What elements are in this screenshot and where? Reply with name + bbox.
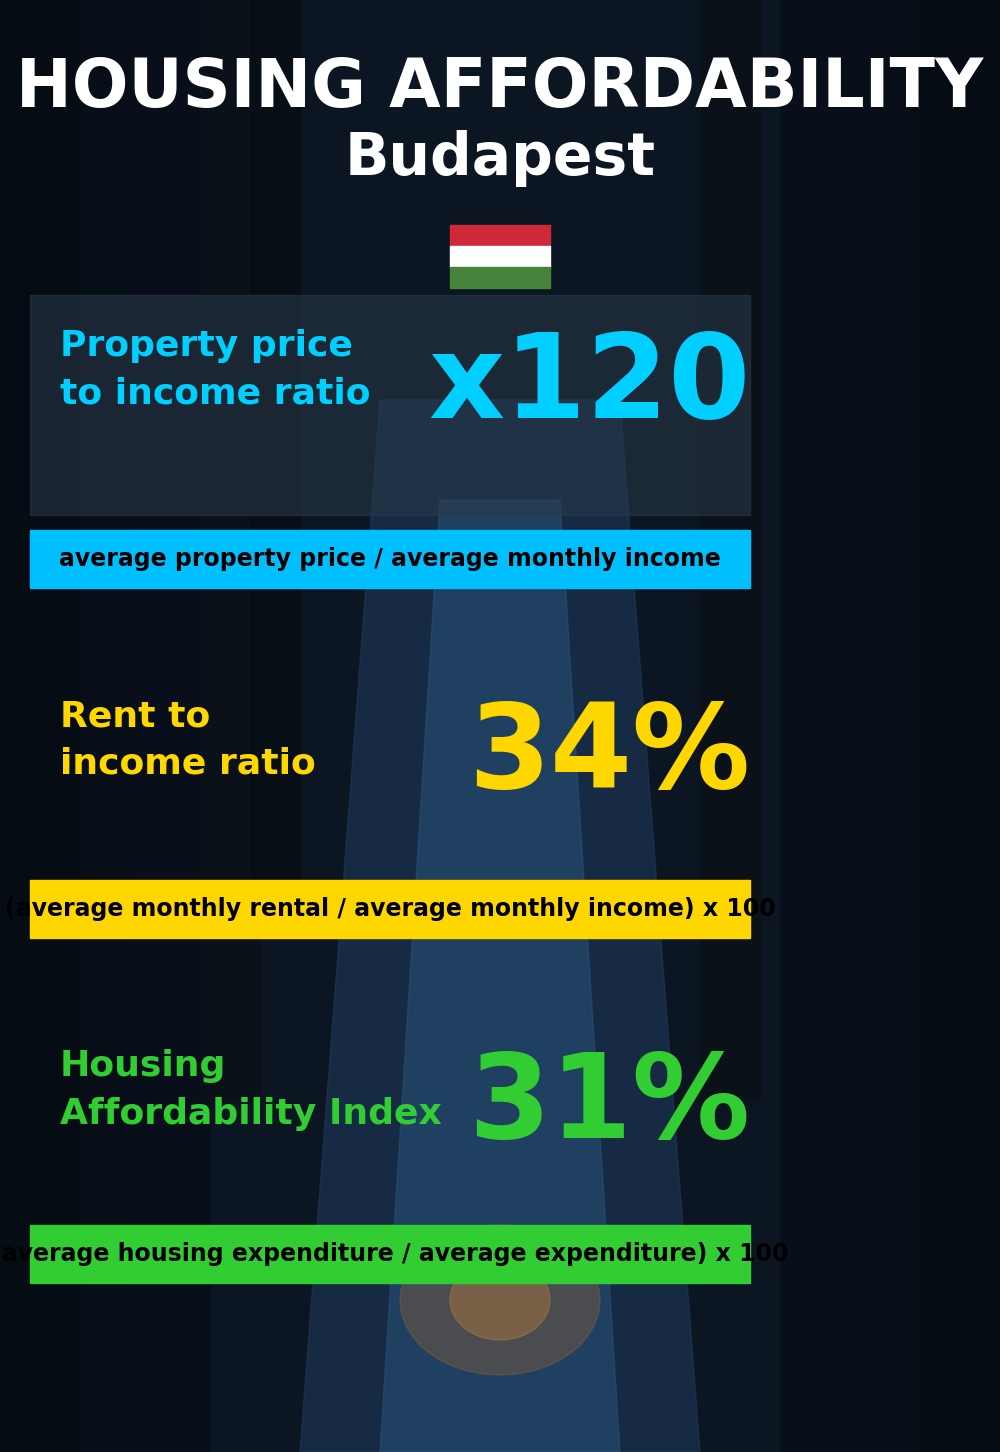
Text: Budapest: Budapest <box>344 131 656 187</box>
Ellipse shape <box>450 1260 550 1340</box>
Text: Rent to
income ratio: Rent to income ratio <box>60 700 316 781</box>
Bar <box>200 0 260 1101</box>
Polygon shape <box>300 399 700 1452</box>
Bar <box>700 0 760 1101</box>
Ellipse shape <box>400 1225 600 1375</box>
Text: average property price / average monthly income: average property price / average monthly… <box>59 547 721 571</box>
Bar <box>30 295 750 515</box>
Bar <box>860 0 1000 1452</box>
Bar <box>450 267 550 287</box>
Bar <box>0 0 80 1452</box>
Text: Property price
to income ratio: Property price to income ratio <box>60 330 370 411</box>
Bar <box>780 0 870 1452</box>
Bar <box>250 0 300 900</box>
Bar <box>920 0 1000 1452</box>
Bar <box>450 225 550 245</box>
Text: 31%: 31% <box>468 1047 750 1163</box>
Text: (average housing expenditure / average expenditure) x 100: (average housing expenditure / average e… <box>0 1241 789 1266</box>
Bar <box>130 0 210 1452</box>
Bar <box>30 530 750 588</box>
Text: Housing
Affordability Index: Housing Affordability Index <box>60 1050 442 1131</box>
Bar <box>450 245 550 267</box>
Text: 34%: 34% <box>468 697 750 813</box>
Bar <box>30 1225 750 1284</box>
Polygon shape <box>380 499 620 1452</box>
Text: HOUSING AFFORDABILITY: HOUSING AFFORDABILITY <box>16 55 984 121</box>
Bar <box>30 880 750 938</box>
Text: (average monthly rental / average monthly income) x 100: (average monthly rental / average monthl… <box>5 897 775 921</box>
Text: x120: x120 <box>428 328 750 443</box>
Bar <box>0 0 140 1452</box>
